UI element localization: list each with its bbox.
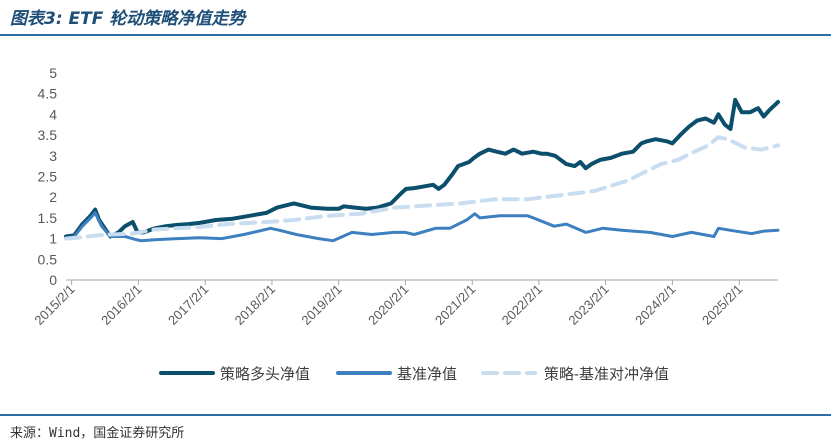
x-tick-label: 2021/2/1 [432,282,478,328]
y-tick-label: 0 [49,272,57,288]
x-tick-label: 2015/2/1 [31,282,77,328]
y-tick-label: 3 [49,148,57,164]
line-chart: 0 0.5 1 1.5 2 2.5 3 3.5 4 4.5 5 2015/2/1 2016/2/1 201… [31,65,780,383]
legend-label-1: 策略多头净值 [220,366,310,383]
series-line-1 [64,97,780,239]
legend-label-3: 策略-基准对冲净值 [544,366,669,383]
x-tick-label: 2017/2/1 [165,282,211,328]
y-tick-label: 2.5 [38,169,58,185]
x-tick-label: 2023/2/1 [565,282,611,328]
chart-plot-area [64,97,780,243]
y-tick-label: 0.5 [38,251,58,267]
chart-legend: 策略多头净值 基准净值 策略-基准对冲净值 [159,366,669,383]
x-tick-label: 2024/2/1 [632,282,678,328]
figure-title: 图表3: ETF 轮动策略净值走势 [10,9,246,29]
y-tick-label: 5 [49,65,57,81]
title-rule [0,34,831,36]
y-tick-label: 1.5 [38,210,58,226]
x-tick-label: 2020/2/1 [365,282,411,328]
x-tick-label: 2016/2/1 [98,282,144,328]
y-tick-label: 4.5 [38,86,58,102]
y-tick-label: 2 [49,189,57,205]
y-tick-label: 4 [49,106,57,122]
x-tick-label: 2019/2/1 [298,282,344,328]
y-tick-label: 3.5 [38,127,58,143]
x-tick-label: 2018/2/1 [232,282,278,328]
y-tick-label: 1 [49,231,57,247]
legend-label-2: 基准净值 [397,366,457,383]
series-line-2 [64,211,780,243]
series-line-3 [64,135,780,241]
source-note: 来源：Wind，国金证券研究所 [10,426,185,441]
source-rule [0,414,831,416]
x-tick-label: 2025/2/1 [699,282,745,328]
x-tick-label: 2022/2/1 [499,282,545,328]
chart-axes: 0 0.5 1 1.5 2 2.5 3 3.5 4 4.5 5 2015/2/1 2016/2/1 201… [31,65,778,328]
